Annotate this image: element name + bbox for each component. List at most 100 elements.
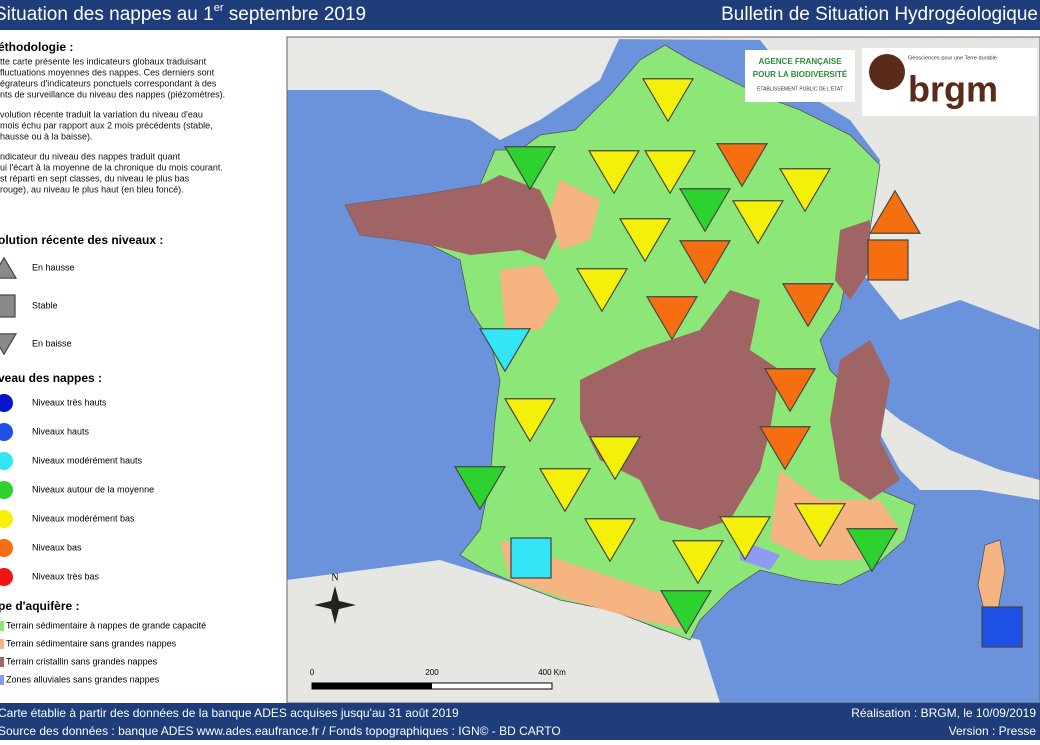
map-marker [678, 188, 732, 233]
vendee [500, 265, 560, 330]
afb-logo-bg [745, 50, 855, 102]
legend-label: Niveaux autour de la moyenne [32, 484, 154, 494]
methodology-line: mois échu par rapport aux 2 mois précéde… [0, 120, 213, 130]
map-marker [731, 200, 785, 245]
methodology-line: tte carte présente les indicateurs globa… [0, 56, 207, 66]
afb-logo: ÉTABLISSEMENT PUBLIC DE L'ÉTAT [757, 85, 843, 92]
map-marker [793, 503, 847, 548]
vosges [835, 220, 870, 300]
aquifer-swatch [0, 675, 4, 685]
methodology-line: ndicateur du niveau des nappes traduit q… [0, 151, 181, 161]
map-marker [678, 240, 732, 285]
map-marker [453, 466, 507, 511]
map-marker [478, 328, 532, 373]
legend-title: veau des nappes : [0, 371, 102, 385]
map-marker [503, 398, 557, 443]
map [287, 37, 1040, 703]
map-marker [503, 146, 557, 191]
scale-bar-fill [312, 683, 432, 689]
north-label: N [331, 572, 338, 583]
legend-label: Niveaux très hauts [32, 397, 107, 407]
brgm-logo: brgm [908, 69, 998, 110]
map-marker [587, 150, 641, 195]
uk-land [287, 37, 620, 140]
map-marker [643, 150, 697, 195]
map-marker [588, 436, 642, 481]
compass [314, 586, 356, 624]
alps [830, 340, 900, 500]
afb-logo: POUR LA BIODIVERSITÉ [753, 70, 848, 79]
methodology-line: égrateurs d'indicateurs ponctuels corres… [0, 78, 217, 88]
scale-label: 200 [425, 668, 439, 677]
header-bar [0, 0, 1040, 30]
legend-label: Niveaux bas [32, 542, 82, 552]
map-marker [868, 189, 922, 234]
legend-label: Terrain cristallin sans grandes nappes [6, 656, 158, 666]
map-marker [659, 590, 713, 635]
legend-label: En hausse [32, 262, 75, 272]
brgm-tagline: Géosciences pour une Terre durable [908, 55, 997, 61]
map-marker [778, 168, 832, 213]
legend-label: Terrain sédimentaire à nappes de grande … [6, 620, 206, 630]
level-swatch [0, 452, 13, 470]
footer-bar [0, 703, 1040, 740]
legend-label: Niveaux modérément hauts [32, 455, 143, 465]
map-marker [845, 528, 899, 573]
map-marker [618, 218, 672, 263]
aquifer-swatch [0, 621, 4, 631]
brittany-crystalline [345, 175, 560, 260]
methodology-line: rouge), au niveau le plus haut (en bleu … [0, 184, 184, 194]
map-marker [715, 143, 769, 188]
legend-title: olution récente des niveaux : [0, 233, 163, 247]
trend-symbol [0, 256, 18, 279]
methodology-line: volution récente traduit la variation du… [0, 109, 203, 119]
aquifer-swatch [0, 657, 4, 667]
footer-text: Version : Presse [949, 724, 1037, 738]
title-end: septembre 2019 [224, 4, 367, 25]
map-marker [510, 537, 552, 579]
map-marker [758, 426, 812, 471]
scale-label: 0 [310, 668, 315, 677]
map-marker [867, 239, 909, 281]
legend-label: Terrain sédimentaire sans grandes nappes [6, 638, 177, 648]
legend-label: En baisse [32, 338, 72, 348]
level-swatch [0, 481, 13, 499]
footer-text: Réalisation : BRGM, le 10/09/2019 [851, 706, 1036, 720]
map-marker [981, 606, 1023, 648]
level-swatch [0, 423, 13, 441]
normandy [550, 180, 600, 250]
map-marker [763, 368, 817, 413]
map-marker [781, 283, 835, 328]
methodology-line: fluctuations moyennes des nappes. Ces de… [0, 67, 215, 77]
map-marker [538, 468, 592, 513]
map-marker [718, 516, 772, 561]
map-marker [641, 78, 695, 123]
trend-symbol [0, 333, 18, 356]
level-swatch [0, 568, 13, 586]
spain-land [287, 560, 720, 703]
level-swatch [0, 510, 13, 528]
map-marker [645, 296, 699, 341]
neighbour-land [287, 37, 1040, 330]
legend-title: pe d'aquifère : [0, 599, 80, 613]
scale-label: 400 Km [538, 668, 566, 677]
legend-label: Stable [32, 300, 58, 310]
methodology-line: ui l'écart à la moyenne de la chronique … [0, 162, 223, 172]
methodology-line: nts de surveillance du niveau des nappes… [0, 89, 225, 99]
trend-symbol [0, 294, 16, 318]
methodology-line: hausse ou à la baisse). [0, 131, 93, 141]
methodology-line: st réparti en sept classes, du niveau le… [0, 173, 190, 183]
legend-label: Niveaux très bas [32, 571, 100, 581]
map-marker [671, 540, 725, 585]
legend-label: Niveaux modérément bas [32, 513, 135, 523]
title-text: Situation des nappes au 1 [0, 4, 214, 25]
legend-title: éthodologie : [0, 40, 73, 54]
massif-central [580, 290, 780, 530]
title-sup: er [214, 2, 224, 14]
footer-text: Carte établie à partir des données de la… [0, 706, 459, 720]
aquifer-swatch [0, 639, 4, 649]
bulletin-title: Bulletin de Situation Hydrogéologique [721, 4, 1038, 25]
footer-text: Source des données : banque ADES www.ade… [0, 724, 561, 738]
header-title: Situation des nappes au 1er septembre 20… [0, 2, 366, 25]
